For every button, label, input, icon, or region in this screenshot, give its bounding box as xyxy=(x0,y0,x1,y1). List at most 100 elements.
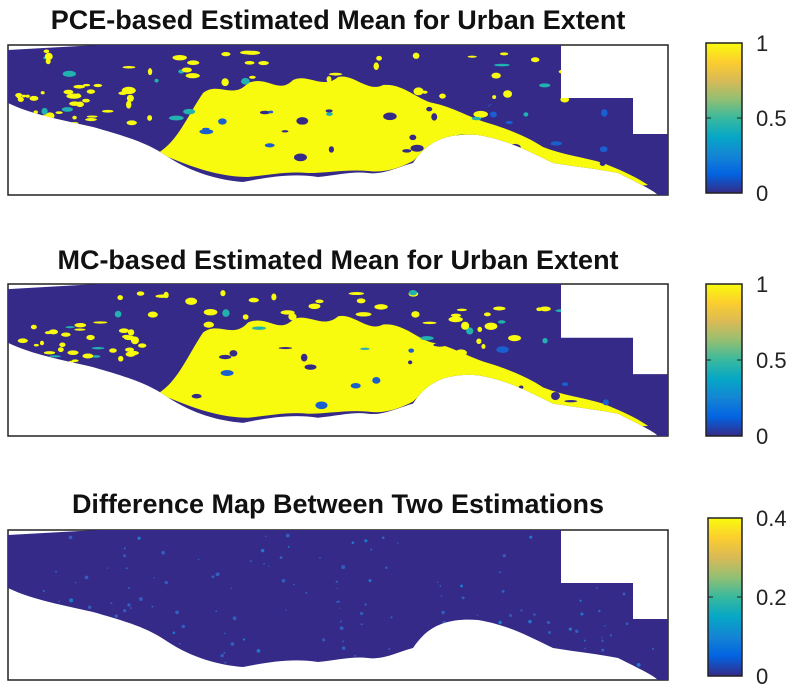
urban-patch xyxy=(86,115,98,118)
difference-speck xyxy=(609,634,613,637)
urban-patch xyxy=(387,335,398,341)
urban-patch xyxy=(122,65,136,69)
difference-speck xyxy=(264,535,267,538)
non-urban-hole xyxy=(229,350,238,357)
urban-patch xyxy=(366,329,378,337)
colorbar-tick-label: 0.5 xyxy=(756,106,787,131)
non-urban-hole xyxy=(602,399,609,406)
non-urban-hole xyxy=(525,103,531,112)
urban-patch xyxy=(539,83,551,88)
urban-patch xyxy=(280,310,295,315)
non-urban-hole xyxy=(551,391,560,401)
urban-patch xyxy=(125,347,135,352)
difference-speck xyxy=(197,558,200,561)
difference-speck xyxy=(110,602,113,605)
difference-speck xyxy=(354,654,357,657)
urban-patch xyxy=(408,289,418,296)
urban-patch xyxy=(44,52,53,61)
difference-speck xyxy=(341,646,346,650)
difference-speck xyxy=(224,661,227,664)
difference-speck xyxy=(287,545,290,548)
urban-patch xyxy=(183,108,196,115)
urban-patch xyxy=(221,52,231,57)
non-urban-hole xyxy=(281,130,289,133)
urban-extent-area xyxy=(158,76,648,186)
urban-patch xyxy=(473,110,488,118)
non-urban-hole xyxy=(410,144,424,152)
urban-patch xyxy=(163,291,169,299)
urban-patch xyxy=(40,91,45,95)
urban-patch xyxy=(317,334,324,340)
non-urban-hole xyxy=(293,153,307,162)
urban-patch xyxy=(220,290,226,297)
urban-patch xyxy=(467,55,477,58)
difference-speck xyxy=(123,608,127,613)
non-urban-hole xyxy=(601,109,608,117)
urban-patch xyxy=(118,328,130,334)
non-urban-hole xyxy=(489,103,503,111)
non-urban-hole xyxy=(574,373,589,379)
difference-speck xyxy=(460,584,464,588)
difference-speck xyxy=(123,547,126,550)
urban-patch xyxy=(412,52,420,59)
urban-patch xyxy=(413,87,424,96)
urban-patch xyxy=(288,313,297,321)
urban-patch xyxy=(75,93,81,98)
difference-speck xyxy=(256,648,261,653)
urban-patch xyxy=(539,306,551,312)
urban-patch xyxy=(360,347,370,351)
urban-patch xyxy=(289,81,301,86)
urban-patch xyxy=(240,332,246,339)
urban-patch xyxy=(348,292,365,296)
difference-speck xyxy=(230,587,233,590)
urban-patch xyxy=(62,70,77,77)
difference-speck xyxy=(181,624,186,629)
difference-speck xyxy=(388,648,391,651)
urban-patch xyxy=(33,343,39,347)
non-urban-hole xyxy=(561,382,569,387)
urban-patch xyxy=(329,344,340,351)
urban-patch xyxy=(326,112,333,116)
difference-speck xyxy=(123,554,126,558)
urban-patch xyxy=(297,107,308,113)
urban-patch xyxy=(82,98,90,103)
difference-speck xyxy=(175,610,179,615)
difference-speck xyxy=(528,619,532,624)
urban-patch xyxy=(258,60,269,66)
urban-patch xyxy=(461,321,470,330)
non-urban-hole xyxy=(426,106,433,112)
urban-patch xyxy=(355,340,365,344)
difference-speck xyxy=(281,578,286,583)
urban-patch xyxy=(72,115,77,120)
difference-speck xyxy=(151,605,154,608)
non-urban-hole xyxy=(402,149,412,153)
urban-patch xyxy=(86,89,96,94)
difference-speck xyxy=(546,620,550,625)
non-urban-hole xyxy=(489,111,497,118)
difference-speck xyxy=(106,567,109,569)
region-map xyxy=(8,530,668,680)
urban-patch xyxy=(82,353,94,359)
colorbar-tick-label: 0 xyxy=(756,664,768,689)
urban-patch xyxy=(67,350,79,356)
non-urban-hole xyxy=(565,352,571,359)
urban-patch xyxy=(390,91,402,99)
urban-patch xyxy=(477,326,483,333)
difference-speck xyxy=(501,589,505,593)
urban-patch xyxy=(136,291,145,296)
difference-speck xyxy=(87,605,92,610)
non-urban-hole xyxy=(505,120,513,125)
difference-heatmap-svg: 0 0.2 0.4 xyxy=(7,506,787,689)
urban-patch xyxy=(43,351,56,355)
urban-patch xyxy=(417,107,427,115)
colorbar-tick-label: 0.5 xyxy=(756,348,787,373)
urban-patch xyxy=(122,334,131,339)
non-urban-hole xyxy=(409,134,417,141)
urban-patch xyxy=(207,110,221,115)
urban-patch xyxy=(373,89,389,94)
urban-patch xyxy=(39,340,45,346)
urban-patch xyxy=(448,316,463,323)
mc-heatmap-svg: 00.51 xyxy=(7,272,787,449)
difference-speck xyxy=(339,620,342,623)
difference-speck xyxy=(337,600,340,603)
